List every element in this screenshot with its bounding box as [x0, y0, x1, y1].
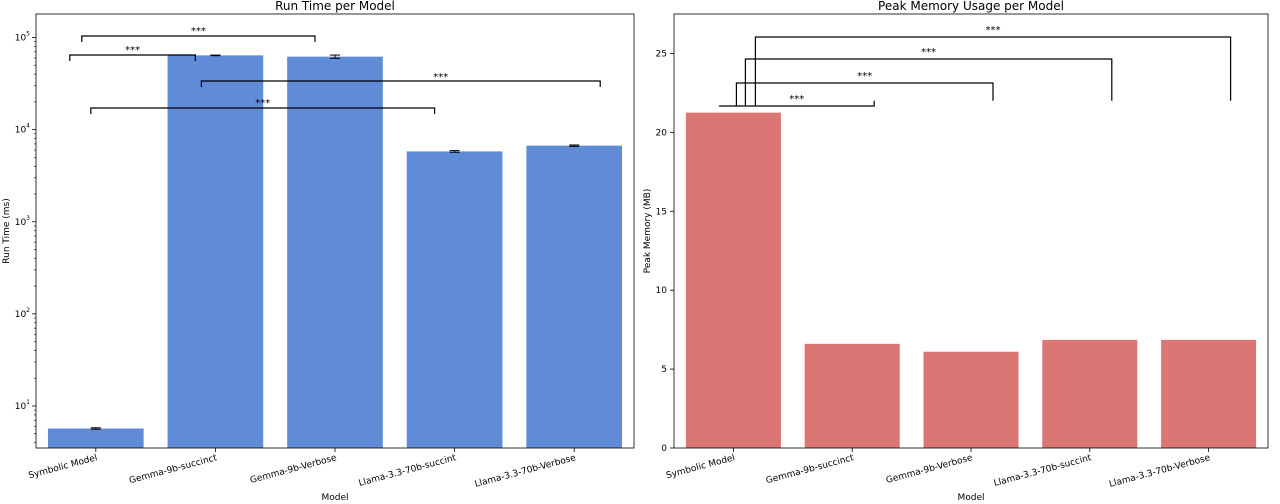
y-tick-label: 104 [15, 123, 30, 136]
x-tick-label: Llama-3.3-70b-succint [993, 453, 1093, 489]
significance-label-2: *** [857, 71, 872, 82]
significance-bracket-0 [754, 36, 1232, 106]
y-tick-label: 103 [15, 215, 30, 228]
x-tick-label: Symbolic Model [665, 453, 736, 481]
bar-2 [287, 56, 383, 448]
chart-title: Run Time per Model [275, 0, 395, 13]
y-tick-label: 25 [656, 49, 667, 59]
significance-bracket-3 [90, 107, 436, 114]
significance-label-3: *** [789, 94, 804, 105]
bar-4 [526, 145, 623, 448]
x-tick-label: Gemma-9b-Verbose [249, 453, 338, 486]
y-tick-label: 102 [15, 307, 30, 320]
bar-3 [1042, 339, 1138, 448]
y-tick-label: 101 [15, 399, 30, 412]
x-tick-label: Llama-3.3-70b-succint [358, 453, 458, 489]
bar-4 [1161, 339, 1257, 448]
bar-3 [406, 151, 503, 448]
x-tick-label: Gemma-9b-Verbose [885, 453, 974, 486]
significance-label-1: *** [921, 47, 936, 58]
significance-bracket-2 [735, 82, 994, 106]
run-time-chart: Run Time per Model 101 102 103 104 105 Symboli… [2, 0, 635, 503]
significance-label-0: *** [986, 25, 1001, 36]
significance-bracket-2 [200, 80, 601, 87]
y-tick-label: 0 [661, 444, 667, 454]
significance-bracket-1 [744, 58, 1113, 106]
bar-1 [167, 55, 264, 449]
y-tick-label: 105 [15, 31, 30, 44]
chart-title: Peak Memory Usage per Model [878, 0, 1064, 13]
y-axis-label: Peak Memory (MB) [643, 189, 653, 274]
significance-label-2: *** [433, 72, 448, 83]
y-tick-label: 10 [656, 286, 668, 296]
x-axis-label: Model [321, 493, 348, 503]
significance-label-0: *** [191, 26, 206, 37]
y-tick-label: 5 [661, 365, 667, 375]
significance-bracket-0 [81, 35, 316, 42]
bar-0 [47, 428, 144, 448]
y-axis-label: Run Time (ms) [2, 198, 12, 263]
significance-label-1: *** [125, 45, 140, 56]
significance-bracket-1 [69, 54, 196, 61]
y-tick-label: 15 [656, 207, 667, 217]
significance-label-3: *** [255, 98, 270, 109]
x-tick-label: Gemma-9b-succinct [765, 453, 855, 486]
y-tick-label: 20 [656, 128, 668, 138]
bar-0 [685, 112, 781, 449]
peak-memory-chart: Peak Memory Usage per Model 0 5 10 15 20 25 Sym… [643, 0, 1269, 503]
x-tick-label: Symbolic Model [28, 453, 99, 481]
significance-bracket-3 [718, 100, 875, 107]
bar-2 [923, 351, 1019, 448]
x-tick-label: Llama-3.3-70b-Verbose [474, 453, 578, 490]
x-tick-label: Gemma-9b-succinct [128, 453, 218, 486]
bar-1 [804, 343, 900, 448]
x-axis-label: Model [957, 493, 984, 503]
x-tick-label: Llama-3.3-70b-Verbose [1108, 453, 1212, 490]
